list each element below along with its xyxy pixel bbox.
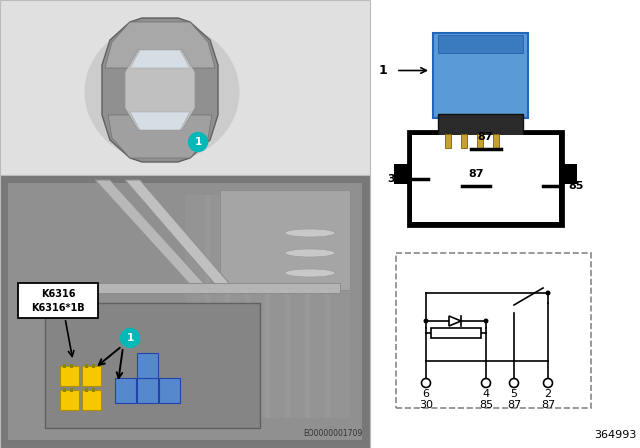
Text: 1: 1	[195, 137, 202, 147]
Circle shape	[545, 290, 550, 296]
Text: 5: 5	[511, 389, 518, 399]
Bar	[408, 131, 563, 226]
Circle shape	[483, 319, 488, 323]
Circle shape	[509, 379, 518, 388]
Bar	[477, 134, 483, 148]
Bar	[493, 134, 499, 148]
Bar	[394, 164, 408, 184]
Bar	[137, 378, 158, 403]
Text: 30: 30	[388, 173, 403, 184]
Bar	[396, 253, 591, 408]
Bar	[45, 303, 260, 428]
Text: K6316: K6316	[41, 289, 76, 299]
Bar	[70, 388, 73, 392]
Polygon shape	[125, 50, 195, 130]
Polygon shape	[449, 316, 461, 326]
Ellipse shape	[285, 229, 335, 237]
Bar	[85, 388, 88, 392]
Text: 87: 87	[477, 132, 493, 142]
Polygon shape	[105, 22, 215, 68]
Bar	[70, 364, 73, 368]
Polygon shape	[130, 112, 190, 130]
Bar	[85, 364, 88, 368]
Bar	[563, 164, 577, 184]
Bar	[82, 390, 101, 410]
Bar	[63, 388, 66, 392]
Bar	[205, 195, 230, 418]
Text: 30: 30	[419, 400, 433, 410]
Text: 364993: 364993	[595, 430, 637, 440]
Bar	[438, 114, 523, 136]
Bar	[185, 195, 210, 418]
Text: 1: 1	[379, 64, 387, 77]
Bar	[245, 195, 270, 418]
Bar	[265, 195, 290, 418]
Polygon shape	[130, 50, 190, 68]
Ellipse shape	[84, 22, 239, 162]
Bar	[412, 135, 559, 222]
Circle shape	[543, 379, 552, 388]
Bar	[115, 378, 136, 403]
Bar	[82, 366, 101, 386]
Bar	[0, 0, 370, 175]
Bar	[461, 134, 467, 148]
Bar	[60, 390, 79, 410]
Bar	[445, 134, 451, 148]
Circle shape	[481, 379, 490, 388]
Bar	[60, 366, 79, 386]
Bar	[92, 364, 95, 368]
Circle shape	[189, 133, 207, 151]
Text: 85: 85	[479, 400, 493, 410]
Text: 85: 85	[568, 181, 584, 191]
Bar	[433, 33, 528, 118]
Bar	[137, 353, 158, 378]
Text: 6: 6	[422, 389, 429, 399]
Bar	[225, 195, 250, 418]
Text: 1: 1	[126, 333, 134, 343]
Bar	[60, 283, 340, 293]
Text: 87: 87	[507, 400, 521, 410]
Text: EO0000001709: EO0000001709	[303, 429, 362, 438]
Circle shape	[422, 379, 431, 388]
Bar	[8, 183, 362, 440]
Bar	[325, 195, 350, 418]
Text: 87: 87	[468, 169, 484, 179]
Bar	[438, 35, 523, 53]
Ellipse shape	[285, 269, 335, 277]
Polygon shape	[125, 180, 235, 290]
Bar	[63, 364, 66, 368]
Text: 2: 2	[545, 389, 552, 399]
Bar	[159, 378, 180, 403]
Ellipse shape	[285, 249, 335, 257]
Bar	[0, 175, 370, 448]
Bar	[92, 388, 95, 392]
Polygon shape	[102, 18, 218, 162]
Polygon shape	[95, 180, 210, 290]
Bar	[305, 195, 330, 418]
Bar	[220, 190, 350, 290]
Bar	[18, 283, 98, 318]
Text: 4: 4	[483, 389, 490, 399]
Polygon shape	[108, 115, 212, 158]
Bar	[285, 195, 310, 418]
Text: K6316*1B: K6316*1B	[31, 303, 85, 313]
Text: 87: 87	[541, 400, 555, 410]
Circle shape	[120, 328, 140, 348]
Bar	[431, 328, 481, 338]
Circle shape	[424, 319, 429, 323]
